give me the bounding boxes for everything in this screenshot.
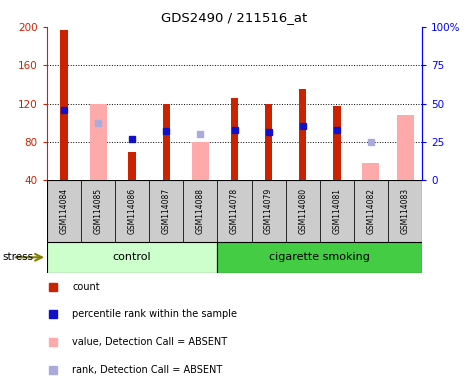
- Bar: [183, 180, 218, 242]
- Bar: [265, 104, 272, 180]
- Text: rank, Detection Call = ABSENT: rank, Detection Call = ABSENT: [72, 365, 222, 375]
- Text: GSM114081: GSM114081: [333, 188, 341, 234]
- Text: GSM114084: GSM114084: [60, 188, 68, 234]
- Bar: [388, 180, 422, 242]
- Text: GSM114083: GSM114083: [401, 188, 409, 234]
- Bar: [47, 242, 218, 273]
- Bar: [396, 115, 414, 180]
- Text: stress: stress: [2, 252, 33, 262]
- Bar: [60, 30, 68, 180]
- Bar: [218, 242, 422, 273]
- Bar: [81, 180, 115, 242]
- Bar: [333, 106, 340, 180]
- Text: count: count: [72, 281, 100, 291]
- Text: value, Detection Call = ABSENT: value, Detection Call = ABSENT: [72, 337, 227, 347]
- Bar: [286, 180, 320, 242]
- Text: GSM114085: GSM114085: [93, 188, 103, 234]
- Text: GSM114078: GSM114078: [230, 188, 239, 234]
- Bar: [192, 142, 209, 180]
- Bar: [218, 180, 251, 242]
- Bar: [90, 104, 106, 180]
- Text: percentile rank within the sample: percentile rank within the sample: [72, 310, 237, 319]
- Bar: [163, 104, 170, 180]
- Bar: [47, 180, 81, 242]
- Bar: [231, 98, 238, 180]
- Bar: [115, 180, 149, 242]
- Bar: [129, 152, 136, 180]
- Text: control: control: [113, 252, 151, 262]
- Bar: [251, 180, 286, 242]
- Bar: [363, 163, 379, 180]
- Bar: [299, 89, 306, 180]
- Text: GSM114080: GSM114080: [298, 188, 307, 234]
- Bar: [320, 180, 354, 242]
- Text: GSM114079: GSM114079: [264, 188, 273, 234]
- Text: GSM114088: GSM114088: [196, 188, 205, 234]
- Title: GDS2490 / 211516_at: GDS2490 / 211516_at: [161, 11, 308, 24]
- Bar: [354, 180, 388, 242]
- Text: cigarette smoking: cigarette smoking: [269, 252, 370, 262]
- Text: GSM114087: GSM114087: [162, 188, 171, 234]
- Text: GSM114082: GSM114082: [366, 188, 376, 234]
- Text: GSM114086: GSM114086: [128, 188, 136, 234]
- Bar: [149, 180, 183, 242]
